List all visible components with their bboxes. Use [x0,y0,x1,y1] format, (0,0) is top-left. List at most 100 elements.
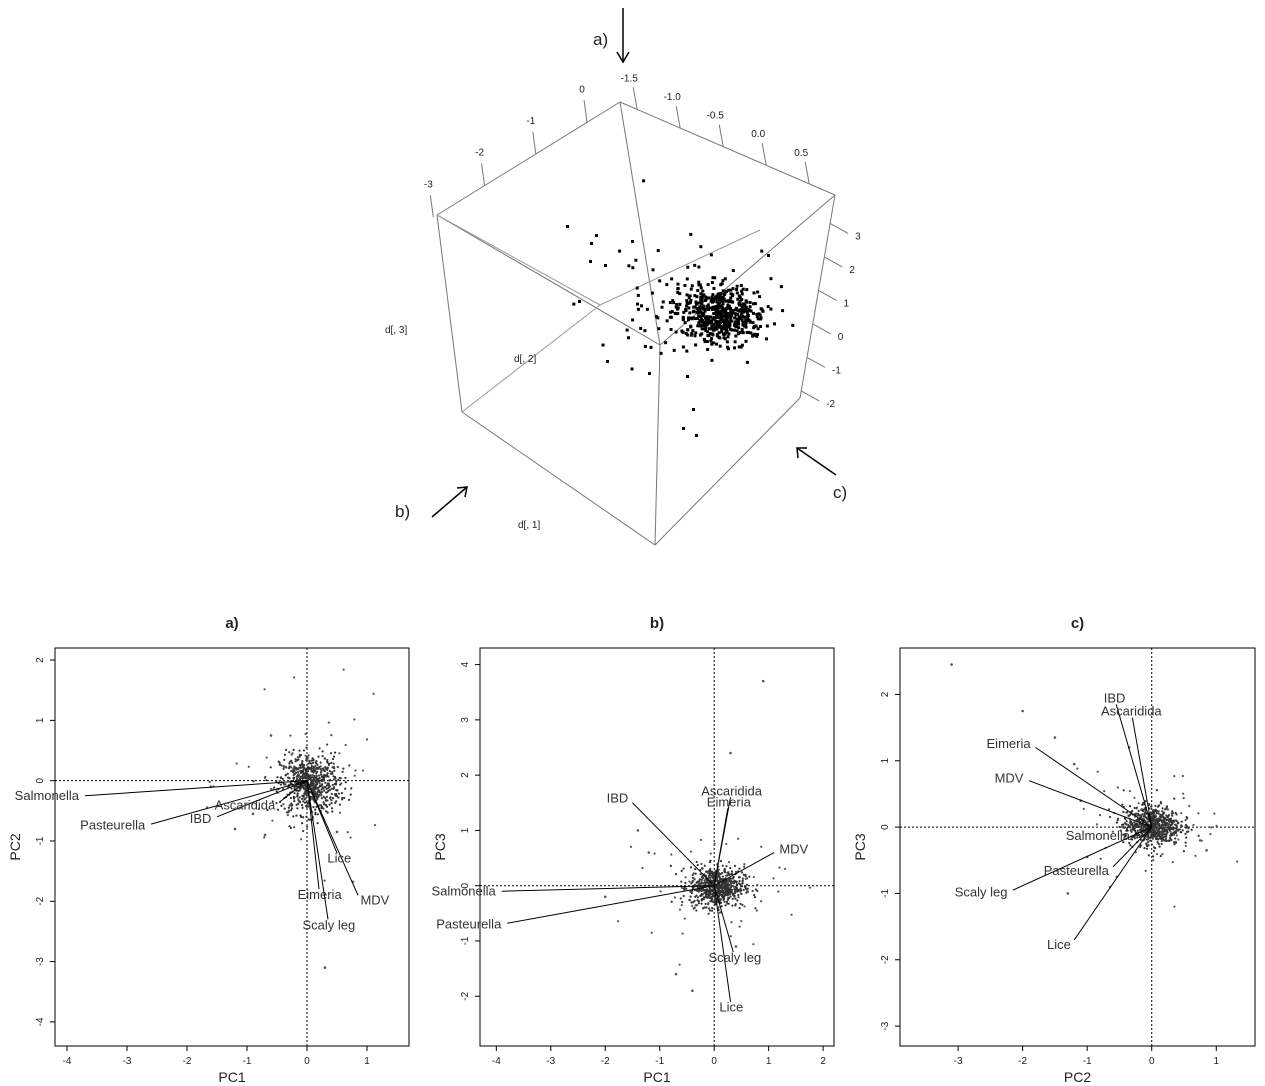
data-point [733,346,737,350]
data-point [1155,836,1158,839]
data-point [1169,827,1172,830]
data-point [693,334,697,338]
view-label-c: c) [833,483,847,502]
data-point [326,782,329,785]
data-point [1150,817,1153,821]
data-point [1130,837,1133,841]
data-point [305,800,308,804]
data-point [1149,839,1152,842]
data-point [748,301,752,305]
data-point [704,298,708,302]
data-point [1174,831,1177,835]
data-point [706,902,710,905]
data-point [733,316,737,320]
data-point [755,333,759,337]
data-point [673,896,677,899]
cube-edge [654,344,661,546]
data-point [651,268,655,272]
data-point [680,904,683,907]
data-point [709,315,713,319]
data-point [741,877,745,880]
y-tick-label: 1 [35,717,46,723]
data-point [728,889,731,892]
x-tick-label: 1 [1213,1056,1219,1067]
data-point [330,787,333,790]
data-point [322,787,325,790]
data-point [333,783,336,786]
data-point [698,283,702,287]
y-tick-label: 2 [35,657,46,663]
data-point [698,319,702,323]
data-point [726,879,729,882]
data-point [740,892,743,895]
data-point [333,775,337,779]
data-point [326,811,329,814]
data-point [283,766,286,769]
data-point [671,299,675,303]
data-point [1169,823,1172,827]
data-point [1144,819,1147,822]
data-point [685,299,689,303]
data-point [1184,826,1188,829]
data-point [687,306,691,310]
loading-label: IBD [190,811,212,826]
data-point [263,836,266,839]
data-point [302,816,305,819]
data-point [695,306,699,310]
data-point [681,330,685,334]
data-point [330,799,333,802]
data-point [326,760,329,763]
data-point [631,318,635,322]
data-point [327,721,330,724]
data-point [1175,834,1178,837]
loading-label: Lice [1047,937,1071,952]
tick-mark [675,105,681,129]
data-point [1111,830,1114,833]
data-point [725,324,729,328]
data-point [743,863,746,866]
x-tick-label: -3 [954,1056,963,1067]
data-point [312,765,315,769]
data-point [329,772,332,775]
data-point [299,769,303,773]
data-point [303,801,306,804]
data-point [743,865,746,868]
data-point [302,771,305,774]
x-tick-label: -1 [1083,1056,1092,1067]
loading-label: MDV [360,893,389,908]
loading-vector [632,802,715,887]
data-point [603,895,607,899]
data-point [716,293,720,297]
data-point [280,804,283,807]
data-point [718,316,722,320]
data-point [731,310,735,314]
data-point [710,337,714,341]
tick-label: 0.5 [794,148,808,159]
data-point [718,889,721,892]
data-point [331,796,335,800]
data-point [288,765,291,768]
data-point [685,887,688,890]
data-point [728,877,731,880]
data-point [710,909,714,912]
data-point [293,765,296,768]
data-point [708,332,712,336]
data-point [1129,826,1132,829]
data-point [296,770,300,774]
data-point [675,303,679,307]
y-axis-label: PC3 [432,833,448,860]
data-point [697,265,701,269]
data-point [307,768,310,771]
data-point [701,893,705,896]
data-point [1152,829,1155,832]
data-point [705,892,708,896]
data-point [710,896,713,899]
data-point [706,303,710,307]
data-point [676,282,680,286]
tick-mark [632,87,638,110]
loading-label: Eimeria [707,794,752,809]
loading-vector [1035,747,1153,828]
data-point [791,323,795,327]
data-point [331,772,334,775]
data-point [808,886,812,889]
